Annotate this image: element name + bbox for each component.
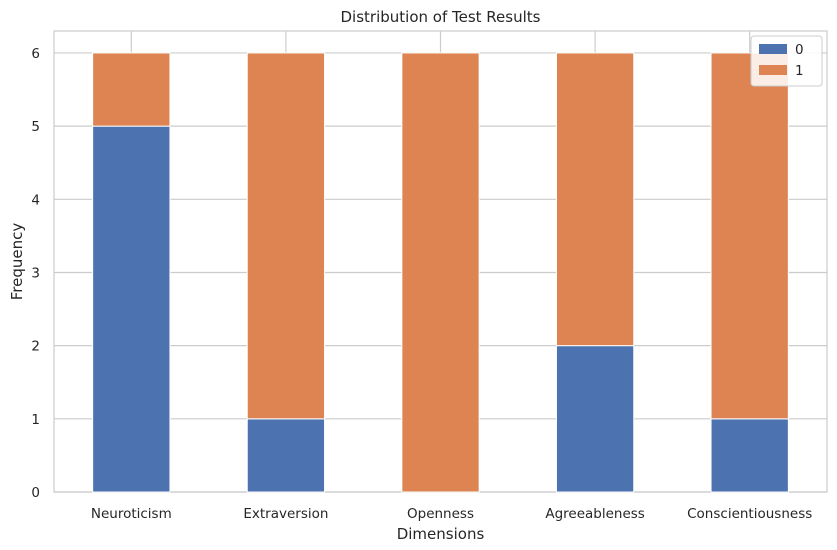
y-axis-ticks: 0 1 2 3 4 5 6	[31, 46, 40, 501]
x-tick-label: Neuroticism	[91, 506, 172, 522]
y-tick-label: 3	[31, 265, 40, 281]
y-tick-label: 4	[31, 192, 40, 208]
bar-agreeableness-series-0	[555, 345, 635, 493]
y-tick-label: 1	[31, 412, 40, 428]
bar-agreeableness-series-1	[555, 52, 635, 347]
bar-extraversion-series-1	[246, 52, 326, 420]
bar-extraversion-series-0	[246, 418, 326, 493]
x-axis-ticks: Neuroticism Extraversion Openness Agreeable…	[91, 506, 812, 522]
y-tick-label: 6	[31, 46, 40, 62]
bars	[92, 52, 789, 493]
x-axis-label: Dimensions	[397, 525, 485, 543]
chart-title: Distribution of Test Results	[341, 8, 541, 26]
bar-openness-series-1	[401, 52, 480, 493]
x-tick-label: Extraversion	[243, 506, 328, 522]
x-tick-label: Conscientiousness	[687, 506, 812, 522]
bar-neuroticism-series-1	[92, 52, 171, 127]
y-axis-label: Frequency	[8, 223, 26, 301]
x-tick-label: Openness	[407, 506, 474, 522]
y-tick-label: 0	[31, 485, 40, 501]
legend-label: 1	[795, 63, 804, 79]
legend-swatch	[759, 65, 787, 75]
bar-neuroticism-series-0	[92, 125, 171, 493]
bar-conscientiousness-series-0	[710, 418, 789, 493]
x-tick-label: Agreeableness	[545, 506, 645, 522]
legend-frame	[750, 35, 823, 87]
bar-conscientiousness-series-1	[710, 52, 789, 420]
legend: 01	[750, 35, 823, 87]
y-tick-label: 5	[31, 119, 40, 135]
y-tick-label: 2	[31, 339, 40, 355]
legend-label: 0	[795, 42, 804, 58]
legend-swatch	[759, 44, 787, 54]
